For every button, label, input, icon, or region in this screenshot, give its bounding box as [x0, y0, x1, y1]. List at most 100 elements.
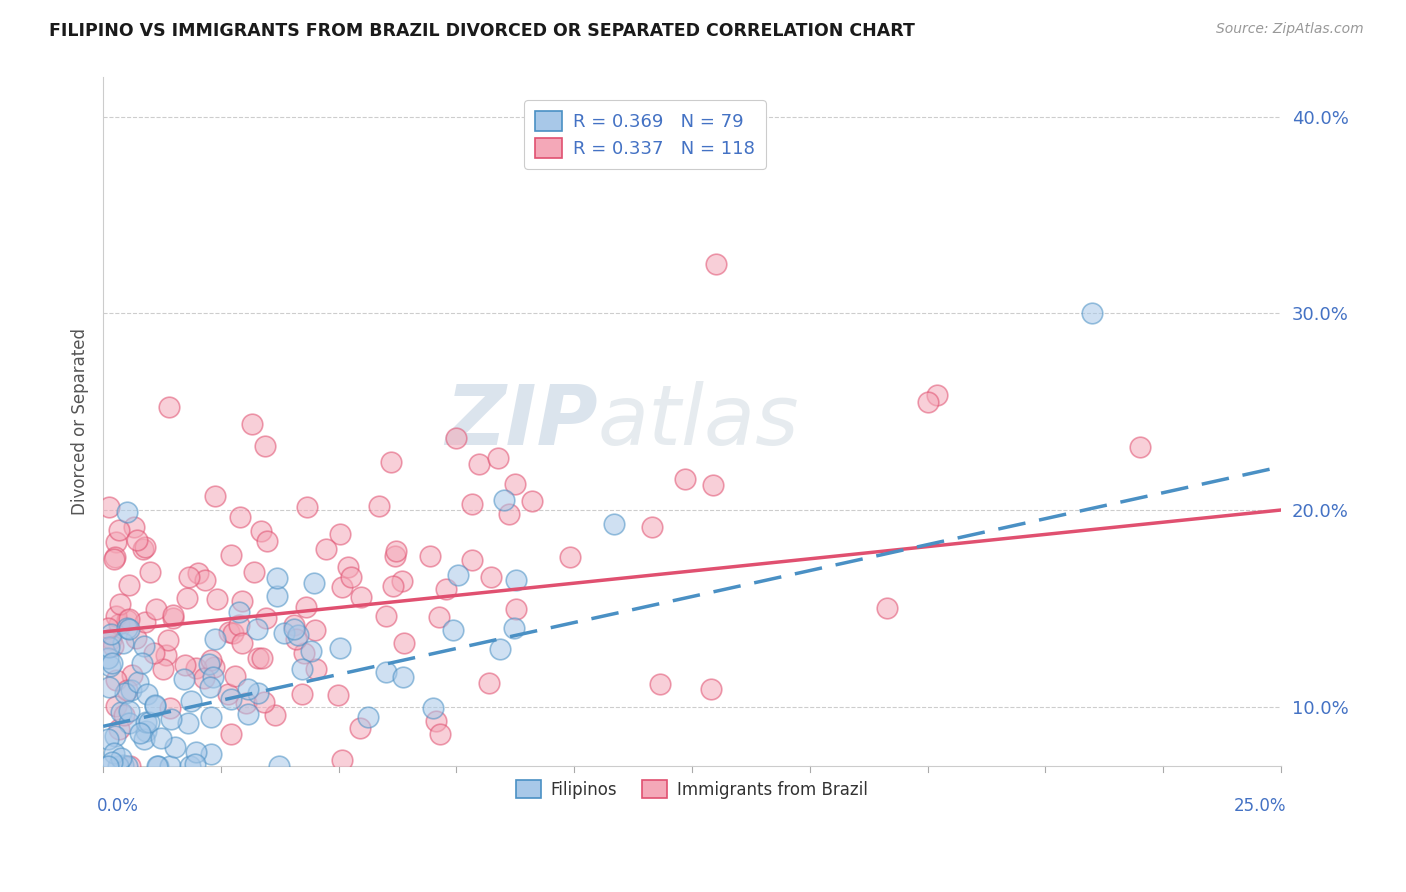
- Point: [134, 615, 156, 629]
- Point: [285, 632, 308, 646]
- Point: [145, 698, 167, 712]
- Point: [917, 395, 939, 409]
- Point: [148, 758, 170, 772]
- Point: [101, 755, 124, 769]
- Point: [200, 747, 222, 762]
- Point: [876, 600, 898, 615]
- Point: [315, 541, 337, 556]
- Point: [104, 608, 127, 623]
- Point: [177, 570, 200, 584]
- Point: [150, 731, 173, 745]
- Point: [434, 582, 457, 596]
- Point: [385, 544, 408, 558]
- Point: [254, 611, 277, 625]
- Point: [100, 632, 122, 646]
- Point: [104, 673, 127, 688]
- Point: [520, 494, 543, 508]
- Point: [558, 550, 581, 565]
- Text: FILIPINO VS IMMIGRANTS FROM BRAZIL DIVORCED OR SEPARATED CORRELATION CHART: FILIPINO VS IMMIGRANTS FROM BRAZIL DIVOR…: [49, 22, 915, 40]
- Point: [219, 548, 242, 562]
- Point: [173, 672, 195, 686]
- Point: [1128, 440, 1150, 454]
- Point: [162, 611, 184, 625]
- Point: [115, 622, 138, 636]
- Point: [422, 701, 444, 715]
- Point: [122, 519, 145, 533]
- Point: [187, 566, 209, 580]
- Point: [328, 689, 350, 703]
- Point: [446, 431, 468, 445]
- Point: [145, 602, 167, 616]
- Point: [349, 721, 371, 735]
- Point: [224, 668, 246, 682]
- Point: [283, 618, 305, 632]
- Point: [198, 657, 221, 671]
- Point: [138, 714, 160, 729]
- Point: [229, 510, 252, 524]
- Point: [304, 624, 326, 638]
- Point: [157, 633, 180, 648]
- Point: [108, 523, 131, 537]
- Point: [305, 662, 328, 676]
- Point: [186, 661, 208, 675]
- Point: [330, 753, 353, 767]
- Y-axis label: Divorced or Separated: Divorced or Separated: [72, 328, 89, 515]
- Point: [263, 708, 285, 723]
- Point: [250, 524, 273, 539]
- Point: [97, 651, 120, 665]
- Point: [266, 571, 288, 585]
- Point: [253, 695, 276, 709]
- Text: Source: ZipAtlas.com: Source: ZipAtlas.com: [1216, 22, 1364, 37]
- Point: [194, 573, 217, 587]
- Point: [118, 704, 141, 718]
- Point: [236, 707, 259, 722]
- Point: [129, 726, 152, 740]
- Point: [489, 641, 512, 656]
- Point: [174, 658, 197, 673]
- Point: [330, 580, 353, 594]
- Point: [160, 712, 183, 726]
- Point: [142, 646, 165, 660]
- Point: [384, 549, 406, 563]
- Point: [120, 758, 142, 772]
- Point: [273, 626, 295, 640]
- Point: [112, 708, 135, 723]
- Text: ZIP: ZIP: [446, 381, 598, 462]
- Point: [247, 686, 270, 700]
- Point: [132, 639, 155, 653]
- Point: [125, 533, 148, 547]
- Point: [427, 609, 450, 624]
- Point: [256, 533, 278, 548]
- Point: [136, 687, 159, 701]
- Point: [114, 686, 136, 700]
- Legend: Filipinos, Immigrants from Brazil: Filipinos, Immigrants from Brazil: [509, 773, 875, 805]
- Point: [392, 670, 415, 684]
- Point: [367, 500, 389, 514]
- Point: [240, 417, 263, 431]
- Point: [478, 676, 501, 690]
- Point: [184, 757, 207, 772]
- Point: [204, 489, 226, 503]
- Point: [337, 560, 360, 574]
- Point: [235, 697, 257, 711]
- Point: [200, 653, 222, 667]
- Point: [505, 573, 527, 587]
- Point: [292, 646, 315, 660]
- Point: [105, 698, 128, 713]
- Point: [132, 732, 155, 747]
- Point: [700, 681, 723, 696]
- Point: [97, 640, 120, 654]
- Point: [176, 591, 198, 605]
- Point: [105, 535, 128, 549]
- Point: [468, 457, 491, 471]
- Point: [374, 608, 396, 623]
- Point: [186, 745, 208, 759]
- Text: atlas: atlas: [598, 381, 800, 462]
- Point: [492, 493, 515, 508]
- Point: [381, 579, 404, 593]
- Point: [503, 621, 526, 635]
- Point: [159, 701, 181, 715]
- Point: [202, 659, 225, 673]
- Point: [228, 617, 250, 632]
- Point: [236, 682, 259, 697]
